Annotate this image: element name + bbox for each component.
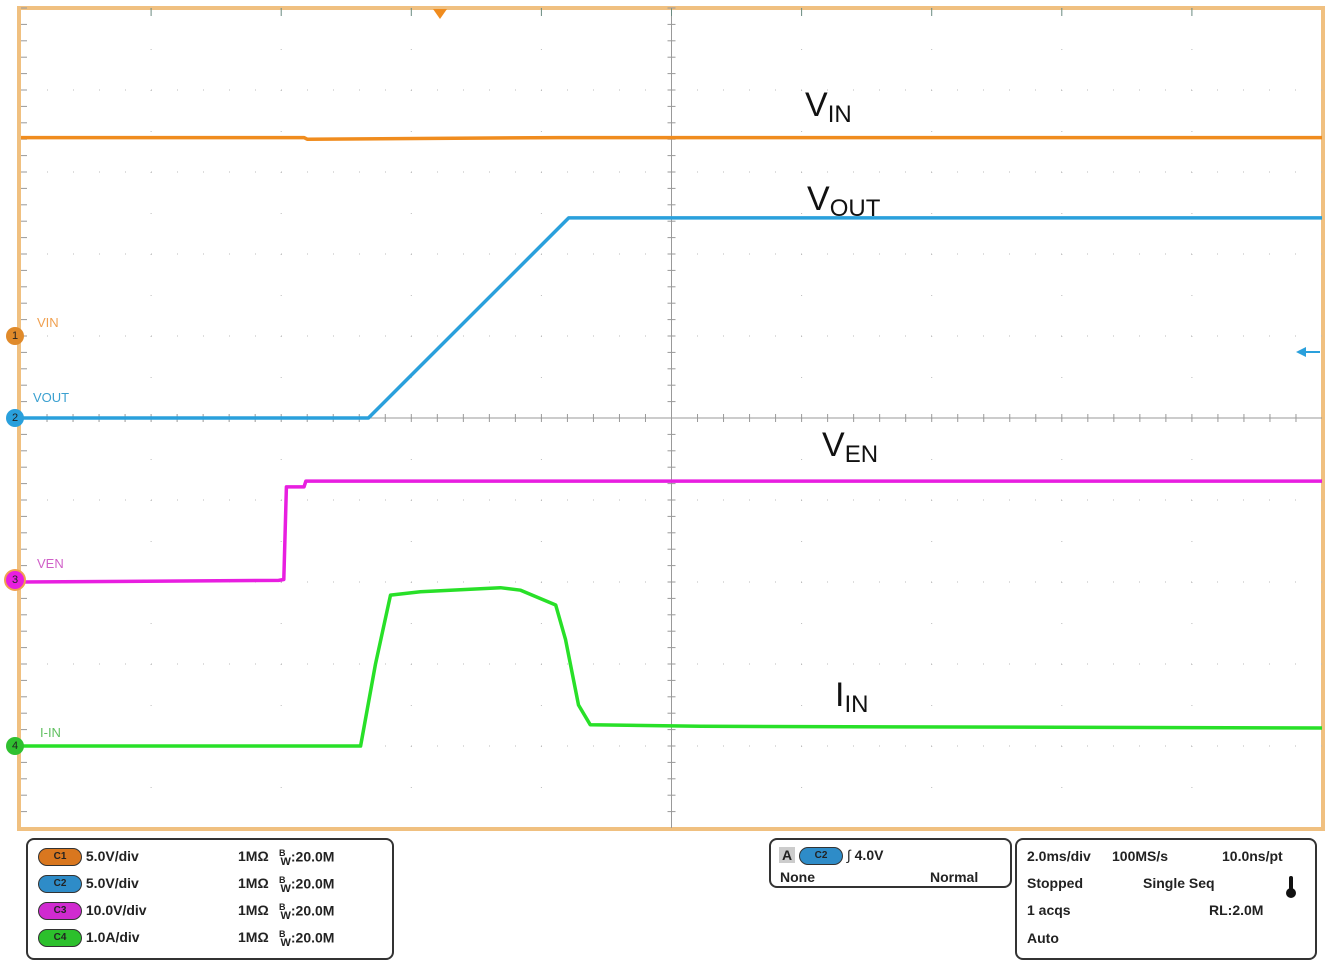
annotation-vout: VOUT	[807, 182, 880, 221]
channel-badge: C2	[38, 875, 82, 894]
trigger-position-marker[interactable]	[433, 9, 447, 19]
channel-2-settings[interactable]: C2 5.0V/div	[38, 875, 139, 894]
trigger-level: 4.0V	[854, 847, 884, 863]
channel-badge: C4	[38, 929, 82, 948]
channel-label-ven: VEN	[37, 556, 64, 571]
bw-value: :20.0M	[290, 848, 335, 865]
trace-ven	[20, 479, 1322, 584]
timebase: 2.0ms/div	[1027, 848, 1091, 864]
channel-scale: 5.0V/div	[85, 875, 139, 891]
trigger-source-badge: C2	[799, 847, 844, 866]
trigger-mode: Normal	[930, 869, 979, 885]
bw-prefix: B	[279, 929, 286, 939]
channel-label-vout: VOUT	[33, 390, 70, 405]
record-length: RL:2.0M	[1209, 902, 1264, 918]
waveforms	[20, 135, 1323, 748]
acquisition-count: 1 acqs	[1027, 902, 1071, 918]
annotation-main: I	[835, 676, 845, 714]
channel-impedance: 1MΩ	[238, 902, 269, 918]
channel-badge: C1	[38, 848, 82, 867]
channel-bandwidth: BW:20.0M	[279, 848, 334, 868]
trigger-panel[interactable]: A C2 ∫ 4.0V None Normal	[769, 838, 1012, 888]
annotation-sub: OUT	[829, 195, 881, 222]
channel-bandwidth: BW:20.0M	[279, 875, 334, 895]
annotation-sub: EN	[844, 441, 879, 468]
channel-scale: 1.0A/div	[85, 929, 140, 945]
channel-impedance: 1MΩ	[238, 929, 269, 945]
annotation-ven: VEN	[822, 428, 878, 467]
channel-1-marker[interactable]: 1	[6, 327, 24, 345]
trace-vout	[21, 216, 1322, 420]
rising-edge-icon: ∫	[846, 847, 851, 863]
channel-3-settings[interactable]: C3 10.0V/div	[38, 902, 147, 921]
trigger-label: A	[779, 847, 796, 863]
bw-sub: W	[280, 883, 291, 896]
annotation-vin: VIN	[805, 88, 852, 127]
bw-prefix: B	[279, 848, 286, 858]
bw-sub: W	[280, 856, 291, 869]
channel-bandwidth: BW:20.0M	[279, 929, 334, 949]
bw-value: :20.0M	[290, 902, 335, 919]
resolution: 10.0ns/pt	[1222, 848, 1283, 864]
channel-badge: C3	[38, 902, 82, 921]
annotation-iin: IIN	[835, 678, 868, 717]
thermometer-icon	[1286, 876, 1296, 898]
channel-1-settings[interactable]: C1 5.0V/div	[38, 848, 139, 867]
channel-label-iin: I-IN	[40, 725, 61, 740]
sample-rate: 100MS/s	[1112, 848, 1169, 864]
channel-2-marker[interactable]: 2	[6, 409, 24, 427]
trace-vin	[21, 135, 1322, 141]
acquisition-mode: Single Seq	[1143, 875, 1215, 891]
channel-scale: 5.0V/div	[85, 848, 139, 864]
channel-impedance: 1MΩ	[238, 848, 269, 864]
vertical-settings-panel: C1 5.0V/div 1MΩ BW:20.0M C2 5.0V/div 1MΩ…	[26, 838, 394, 960]
channel-bandwidth: BW:20.0M	[279, 902, 334, 922]
bw-prefix: B	[279, 875, 286, 885]
bw-value: :20.0M	[290, 929, 335, 946]
annotation-main: V	[805, 86, 828, 124]
channel-impedance: 1MΩ	[238, 875, 269, 891]
bw-prefix: B	[279, 902, 286, 912]
trigger-level-arrow-icon	[1296, 347, 1306, 357]
channel-4-settings[interactable]: C4 1.0A/div	[38, 929, 140, 948]
channel-label-vin: VIN	[37, 315, 59, 330]
acquisition-state: Stopped	[1027, 875, 1083, 891]
trigger-coupling: None	[780, 869, 815, 885]
channel-3-marker[interactable]: 3	[6, 571, 24, 589]
annotation-sub: IN	[827, 101, 852, 128]
trace-i-in	[21, 585, 1323, 748]
annotation-main: V	[822, 426, 845, 464]
bw-sub: W	[280, 937, 291, 950]
bw-value: :20.0M	[290, 875, 335, 892]
trigger-auto-mode: Auto	[1027, 930, 1059, 946]
channel-4-marker[interactable]: 4	[6, 737, 24, 755]
acquisition-panel[interactable]: 2.0ms/div 100MS/s 10.0ns/pt Stopped Sing…	[1015, 838, 1317, 960]
annotation-main: V	[807, 180, 830, 218]
bw-sub: W	[280, 910, 291, 923]
channel-scale: 10.0V/div	[85, 902, 147, 918]
annotation-sub: IN	[844, 691, 869, 718]
